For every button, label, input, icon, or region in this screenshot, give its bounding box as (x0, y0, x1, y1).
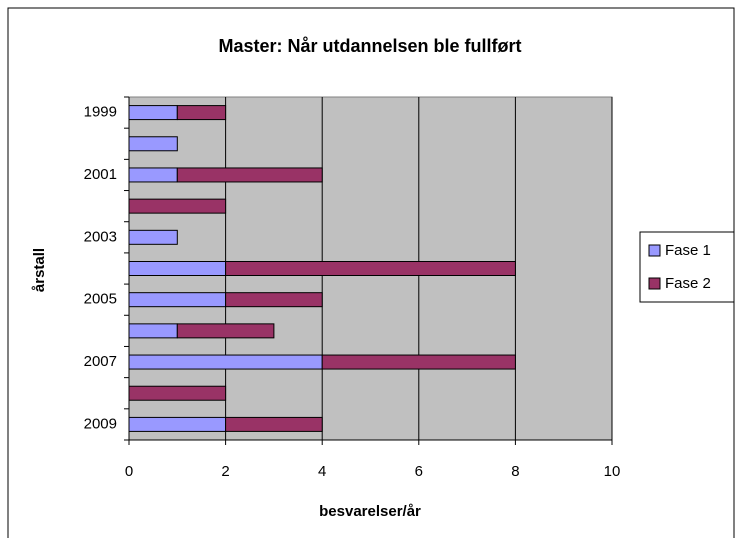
legend-swatch (648, 244, 661, 257)
x-tick-label: 8 (511, 463, 519, 480)
y-tick-label: 2005 (84, 291, 117, 308)
bar (128, 198, 227, 214)
x-axis-label: besvarelser/år (319, 503, 421, 520)
legend-label: Fase 2 (665, 275, 711, 292)
chart-title: Master: Når utdannelsen ble fullført (218, 36, 521, 56)
bar (128, 385, 227, 401)
bar (225, 416, 323, 432)
x-tick-label: 2 (221, 463, 229, 480)
bar (128, 167, 178, 183)
x-tick-label: 0 (125, 463, 133, 480)
bar (176, 167, 323, 183)
bar (128, 229, 178, 245)
y-axis-label: årstall (31, 248, 48, 292)
legend-swatch (648, 277, 661, 290)
bar (176, 323, 275, 339)
bar (128, 136, 178, 152)
bar (225, 261, 516, 276)
bar (321, 354, 516, 370)
bar (128, 354, 323, 370)
x-tick-label: 6 (415, 463, 423, 480)
y-tick-label: 2007 (84, 353, 117, 370)
bar (128, 261, 227, 276)
y-tick-label: 2003 (84, 228, 117, 245)
bar (225, 292, 323, 308)
legend-label: Fase 1 (665, 242, 711, 259)
y-tick-label: 1999 (84, 104, 117, 121)
x-tick-label: 4 (318, 463, 326, 480)
x-tick-label: 10 (604, 463, 621, 480)
y-tick-label: 2009 (84, 415, 117, 432)
bar (128, 105, 178, 121)
legend-box (639, 231, 735, 303)
bar (128, 416, 227, 432)
bar (128, 292, 227, 308)
bar (128, 323, 178, 339)
y-tick-label: 2001 (84, 166, 117, 183)
bar (176, 105, 227, 121)
